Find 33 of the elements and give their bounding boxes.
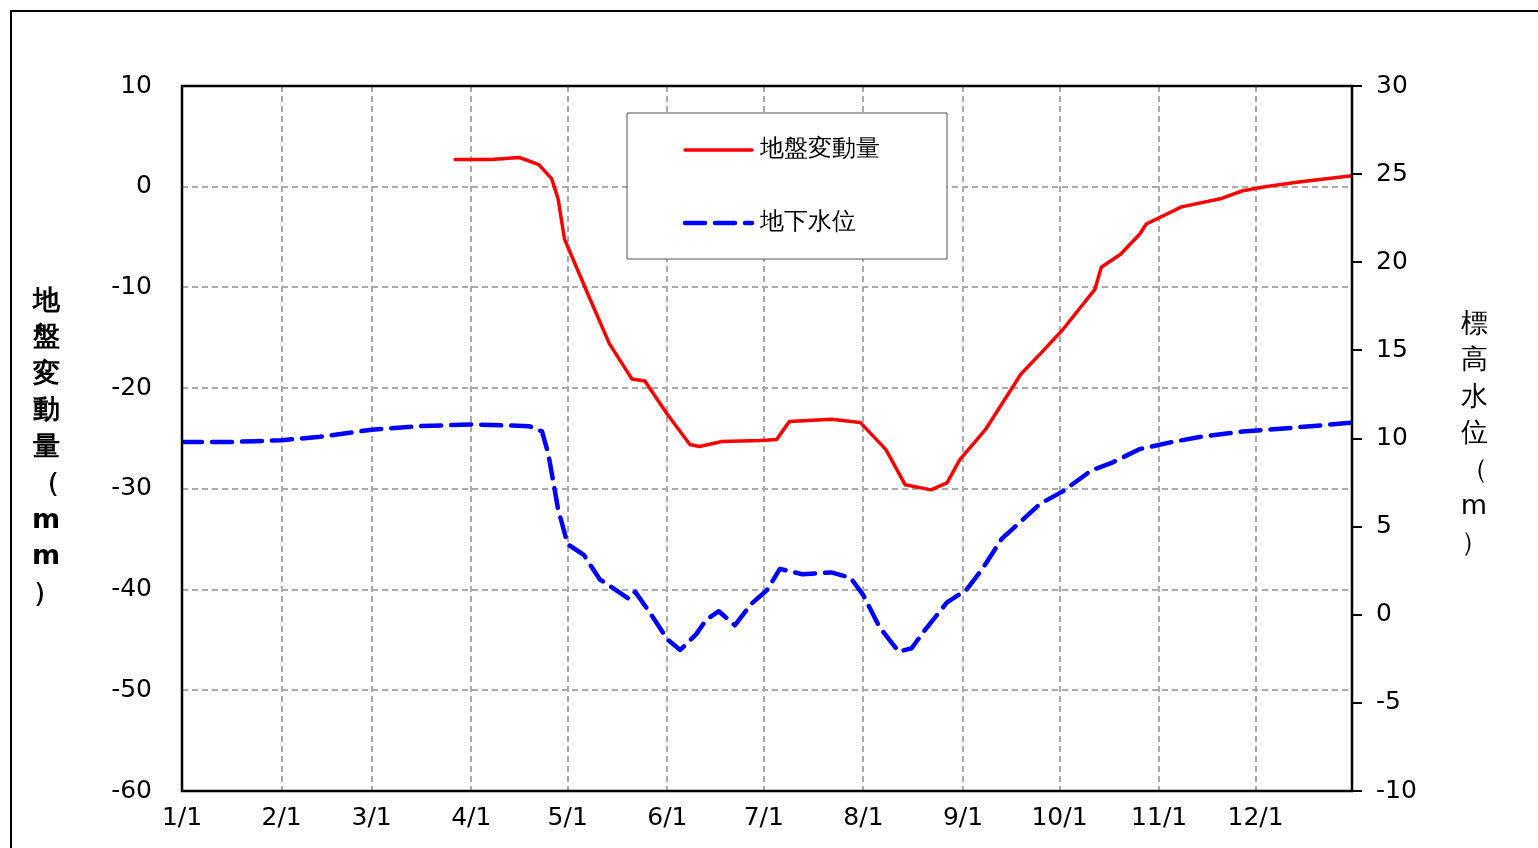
x-tick-label: 10/1 xyxy=(1031,801,1088,831)
x-tick-label: 4/1 xyxy=(451,801,492,831)
y-tick-label: -40 xyxy=(111,573,152,603)
y-tick-label: -50 xyxy=(111,673,152,703)
x-tick-label: 12/1 xyxy=(1227,801,1284,831)
x-tick-label: 3/1 xyxy=(351,801,392,831)
y2-tick-label: 5 xyxy=(1376,510,1392,540)
y-tick-label: 0 xyxy=(136,170,152,200)
y2-tick-label: 15 xyxy=(1376,333,1408,363)
text: 地盤変動量（mm） xyxy=(31,284,61,607)
x-tick-label: 2/1 xyxy=(261,801,302,831)
x-tick-label: 6/1 xyxy=(647,801,688,831)
y-tick-label: -60 xyxy=(111,774,152,804)
x-tick-label: 9/1 xyxy=(942,801,984,831)
y2-tick-label: 0 xyxy=(1376,598,1392,628)
x-tick-label: 5/1 xyxy=(547,801,588,831)
y2-tick-label: -10 xyxy=(1376,774,1417,804)
x-tick-label: 1/1 xyxy=(161,801,203,831)
y2-tick-label: 25 xyxy=(1376,157,1408,187)
y-tick-label: -30 xyxy=(111,472,152,502)
x-tick-label: 8/1 xyxy=(843,801,884,831)
x-tick-label: 7/1 xyxy=(743,801,784,831)
y2-tick-label: -5 xyxy=(1376,686,1401,716)
y-tick-label: -20 xyxy=(111,371,152,401)
y2-tick-label: 10 xyxy=(1376,422,1408,451)
y2-tick-label: 30 xyxy=(1376,69,1408,99)
y2-axis-title: 標高水位（m） xyxy=(1459,306,1489,559)
x-tick-label: 11/1 xyxy=(1131,801,1188,831)
legend-label: 地下水位 xyxy=(759,207,856,236)
y-tick-label: 10 xyxy=(120,69,152,99)
legend-label: 地盤変動量 xyxy=(759,134,880,163)
y-tick-label: -10 xyxy=(111,270,152,300)
y2-tick-label: 20 xyxy=(1376,245,1408,275)
